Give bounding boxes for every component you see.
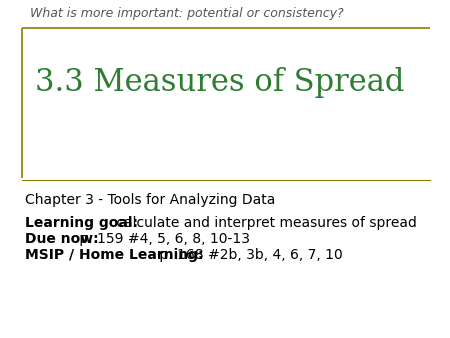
Text: 3.3 Measures of Spread: 3.3 Measures of Spread: [35, 68, 405, 98]
Text: What is more important: potential or consistency?: What is more important: potential or con…: [30, 7, 344, 20]
Text: p. 159 #4, 5, 6, 8, 10-13: p. 159 #4, 5, 6, 8, 10-13: [75, 232, 250, 246]
Text: Learning goal: calculate and interpret measures of spread: Learning goal: calculate and interpret m…: [25, 216, 429, 230]
Text: Due now:: Due now:: [25, 232, 99, 246]
Text: Learning goal:: Learning goal:: [25, 216, 138, 230]
Text: MSIP / Home Learning:: MSIP / Home Learning:: [25, 248, 203, 262]
Text: Chapter 3 - Tools for Analyzing Data: Chapter 3 - Tools for Analyzing Data: [25, 193, 275, 207]
Text: p. 168 #2b, 3b, 4, 6, 7, 10: p. 168 #2b, 3b, 4, 6, 7, 10: [155, 248, 343, 262]
Text: calculate and interpret measures of spread: calculate and interpret measures of spre…: [112, 216, 417, 230]
